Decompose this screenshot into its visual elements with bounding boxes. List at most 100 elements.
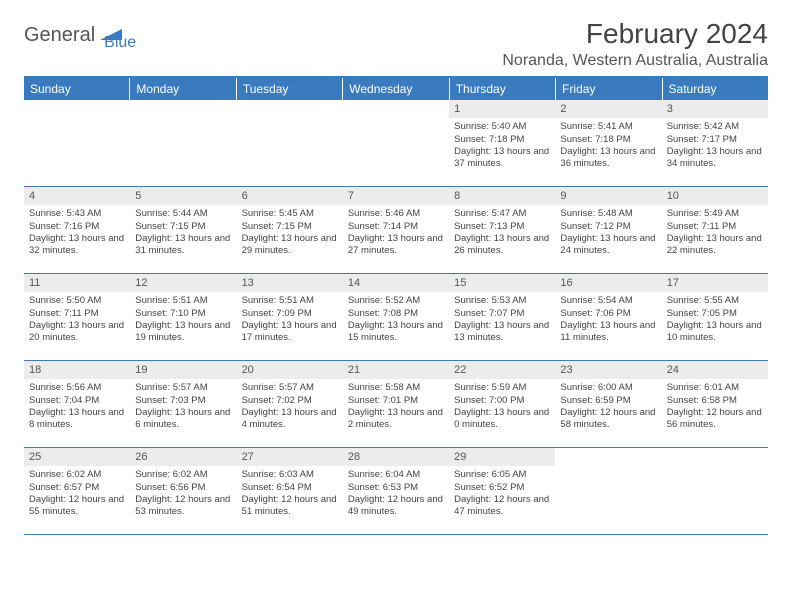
sunset-text: Sunset: 7:17 PM bbox=[667, 134, 763, 146]
cell-body: Sunrise: 6:05 AMSunset: 6:52 PMDaylight:… bbox=[449, 466, 555, 522]
cell-body: Sunrise: 5:47 AMSunset: 7:13 PMDaylight:… bbox=[449, 205, 555, 261]
day-number: 9 bbox=[555, 187, 661, 205]
sunset-text: Sunset: 7:18 PM bbox=[560, 134, 656, 146]
daylight-text: Daylight: 13 hours and 31 minutes. bbox=[135, 233, 231, 258]
daylight-text: Daylight: 13 hours and 24 minutes. bbox=[560, 233, 656, 258]
sunset-text: Sunset: 7:03 PM bbox=[135, 395, 231, 407]
header: General Blue February 2024 Noranda, West… bbox=[24, 18, 768, 70]
cell-body: Sunrise: 5:58 AMSunset: 7:01 PMDaylight:… bbox=[343, 379, 449, 435]
sunset-text: Sunset: 7:14 PM bbox=[348, 221, 444, 233]
day-header: Wednesday bbox=[343, 78, 449, 100]
calendar-cell: 2Sunrise: 5:41 AMSunset: 7:18 PMDaylight… bbox=[555, 100, 661, 186]
calendar-cell: 16Sunrise: 5:54 AMSunset: 7:06 PMDayligh… bbox=[555, 274, 661, 360]
sunset-text: Sunset: 7:18 PM bbox=[454, 134, 550, 146]
daylight-text: Daylight: 13 hours and 34 minutes. bbox=[667, 146, 763, 171]
day-number: 11 bbox=[24, 274, 130, 292]
calendar-cell: 8Sunrise: 5:47 AMSunset: 7:13 PMDaylight… bbox=[449, 187, 555, 273]
daylight-text: Daylight: 12 hours and 51 minutes. bbox=[242, 494, 338, 519]
sunrise-text: Sunrise: 5:51 AM bbox=[135, 295, 231, 307]
sunset-text: Sunset: 7:01 PM bbox=[348, 395, 444, 407]
sunset-text: Sunset: 7:04 PM bbox=[29, 395, 125, 407]
cell-body: Sunrise: 5:57 AMSunset: 7:02 PMDaylight:… bbox=[237, 379, 343, 435]
day-number: 7 bbox=[343, 187, 449, 205]
sunset-text: Sunset: 7:13 PM bbox=[454, 221, 550, 233]
sunrise-text: Sunrise: 5:42 AM bbox=[667, 121, 763, 133]
cell-body: Sunrise: 5:51 AMSunset: 7:10 PMDaylight:… bbox=[130, 292, 236, 348]
calendar-cell: 27Sunrise: 6:03 AMSunset: 6:54 PMDayligh… bbox=[237, 448, 343, 534]
day-number: 4 bbox=[24, 187, 130, 205]
sunrise-text: Sunrise: 5:48 AM bbox=[560, 208, 656, 220]
calendar-cell: 17Sunrise: 5:55 AMSunset: 7:05 PMDayligh… bbox=[662, 274, 768, 360]
cell-body: Sunrise: 6:03 AMSunset: 6:54 PMDaylight:… bbox=[237, 466, 343, 522]
sunrise-text: Sunrise: 5:49 AM bbox=[667, 208, 763, 220]
cell-body: Sunrise: 5:46 AMSunset: 7:14 PMDaylight:… bbox=[343, 205, 449, 261]
cell-body: Sunrise: 5:54 AMSunset: 7:06 PMDaylight:… bbox=[555, 292, 661, 348]
day-number: 26 bbox=[130, 448, 236, 466]
calendar-cell: 22Sunrise: 5:59 AMSunset: 7:00 PMDayligh… bbox=[449, 361, 555, 447]
cell-body: Sunrise: 5:41 AMSunset: 7:18 PMDaylight:… bbox=[555, 118, 661, 174]
calendar-cell bbox=[130, 100, 236, 186]
calendar: SundayMondayTuesdayWednesdayThursdayFrid… bbox=[24, 76, 768, 535]
day-header: Monday bbox=[130, 78, 236, 100]
calendar-cell: 29Sunrise: 6:05 AMSunset: 6:52 PMDayligh… bbox=[449, 448, 555, 534]
sunrise-text: Sunrise: 5:56 AM bbox=[29, 382, 125, 394]
calendar-cell: 3Sunrise: 5:42 AMSunset: 7:17 PMDaylight… bbox=[662, 100, 768, 186]
sunset-text: Sunset: 7:12 PM bbox=[560, 221, 656, 233]
month-title: February 2024 bbox=[502, 18, 768, 50]
week-row: 11Sunrise: 5:50 AMSunset: 7:11 PMDayligh… bbox=[24, 274, 768, 361]
sunrise-text: Sunrise: 5:44 AM bbox=[135, 208, 231, 220]
calendar-cell: 11Sunrise: 5:50 AMSunset: 7:11 PMDayligh… bbox=[24, 274, 130, 360]
daylight-text: Daylight: 13 hours and 27 minutes. bbox=[348, 233, 444, 258]
sunrise-text: Sunrise: 6:03 AM bbox=[242, 469, 338, 481]
calendar-cell: 19Sunrise: 5:57 AMSunset: 7:03 PMDayligh… bbox=[130, 361, 236, 447]
sunset-text: Sunset: 7:05 PM bbox=[667, 308, 763, 320]
calendar-cell: 4Sunrise: 5:43 AMSunset: 7:16 PMDaylight… bbox=[24, 187, 130, 273]
day-number: 25 bbox=[24, 448, 130, 466]
day-number: 24 bbox=[662, 361, 768, 379]
calendar-cell: 18Sunrise: 5:56 AMSunset: 7:04 PMDayligh… bbox=[24, 361, 130, 447]
day-number: 8 bbox=[449, 187, 555, 205]
daylight-text: Daylight: 13 hours and 17 minutes. bbox=[242, 320, 338, 345]
daylight-text: Daylight: 13 hours and 13 minutes. bbox=[454, 320, 550, 345]
sunrise-text: Sunrise: 5:57 AM bbox=[242, 382, 338, 394]
cell-body: Sunrise: 6:01 AMSunset: 6:58 PMDaylight:… bbox=[662, 379, 768, 435]
week-row: 18Sunrise: 5:56 AMSunset: 7:04 PMDayligh… bbox=[24, 361, 768, 448]
cell-body: Sunrise: 5:55 AMSunset: 7:05 PMDaylight:… bbox=[662, 292, 768, 348]
daylight-text: Daylight: 13 hours and 10 minutes. bbox=[667, 320, 763, 345]
day-header: Thursday bbox=[450, 78, 556, 100]
sunrise-text: Sunrise: 5:43 AM bbox=[29, 208, 125, 220]
sunrise-text: Sunrise: 6:04 AM bbox=[348, 469, 444, 481]
day-number: 16 bbox=[555, 274, 661, 292]
day-number: 29 bbox=[449, 448, 555, 466]
sunset-text: Sunset: 7:00 PM bbox=[454, 395, 550, 407]
sunrise-text: Sunrise: 5:52 AM bbox=[348, 295, 444, 307]
sunset-text: Sunset: 7:08 PM bbox=[348, 308, 444, 320]
calendar-cell: 21Sunrise: 5:58 AMSunset: 7:01 PMDayligh… bbox=[343, 361, 449, 447]
sunset-text: Sunset: 7:16 PM bbox=[29, 221, 125, 233]
calendar-cell bbox=[343, 100, 449, 186]
daylight-text: Daylight: 13 hours and 22 minutes. bbox=[667, 233, 763, 258]
cell-body: Sunrise: 5:42 AMSunset: 7:17 PMDaylight:… bbox=[662, 118, 768, 174]
day-number: 20 bbox=[237, 361, 343, 379]
daylight-text: Daylight: 12 hours and 53 minutes. bbox=[135, 494, 231, 519]
day-number: 23 bbox=[555, 361, 661, 379]
calendar-cell: 15Sunrise: 5:53 AMSunset: 7:07 PMDayligh… bbox=[449, 274, 555, 360]
day-number: 10 bbox=[662, 187, 768, 205]
calendar-cell: 20Sunrise: 5:57 AMSunset: 7:02 PMDayligh… bbox=[237, 361, 343, 447]
calendar-cell bbox=[237, 100, 343, 186]
sunrise-text: Sunrise: 6:00 AM bbox=[560, 382, 656, 394]
sunrise-text: Sunrise: 5:46 AM bbox=[348, 208, 444, 220]
daylight-text: Daylight: 13 hours and 19 minutes. bbox=[135, 320, 231, 345]
cell-body: Sunrise: 5:45 AMSunset: 7:15 PMDaylight:… bbox=[237, 205, 343, 261]
calendar-cell: 13Sunrise: 5:51 AMSunset: 7:09 PMDayligh… bbox=[237, 274, 343, 360]
day-number: 2 bbox=[555, 100, 661, 118]
sunrise-text: Sunrise: 6:02 AM bbox=[29, 469, 125, 481]
sunrise-text: Sunrise: 5:57 AM bbox=[135, 382, 231, 394]
sunset-text: Sunset: 6:58 PM bbox=[667, 395, 763, 407]
calendar-cell: 14Sunrise: 5:52 AMSunset: 7:08 PMDayligh… bbox=[343, 274, 449, 360]
calendar-cell: 25Sunrise: 6:02 AMSunset: 6:57 PMDayligh… bbox=[24, 448, 130, 534]
logo: General Blue bbox=[24, 18, 136, 52]
sunrise-text: Sunrise: 5:59 AM bbox=[454, 382, 550, 394]
sunrise-text: Sunrise: 5:45 AM bbox=[242, 208, 338, 220]
day-number: 19 bbox=[130, 361, 236, 379]
